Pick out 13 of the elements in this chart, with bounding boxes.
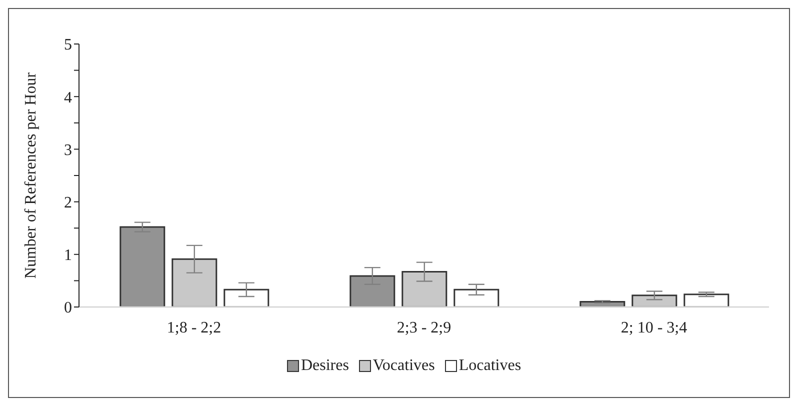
y-tick-label: 5 (64, 36, 72, 54)
y-tick-label: 0 (64, 300, 72, 317)
y-tick-label: 1 (64, 247, 72, 264)
legend-label: Desires (300, 357, 349, 375)
legend-label: Locatives (458, 357, 522, 375)
x-tick-label: 2; 10 - 3;4 (620, 319, 688, 336)
x-tick-label: 1;8 - 2;2 (166, 319, 222, 336)
legend-label: Vocatives (372, 357, 435, 375)
y-tick-label: 4 (64, 89, 72, 106)
y-tick-label: 3 (64, 142, 72, 159)
y-axis-title: Number of References per Hour (22, 72, 40, 279)
y-tick-label: 2 (64, 194, 72, 212)
x-tick-label: 2;3 - 2;9 (396, 319, 452, 336)
